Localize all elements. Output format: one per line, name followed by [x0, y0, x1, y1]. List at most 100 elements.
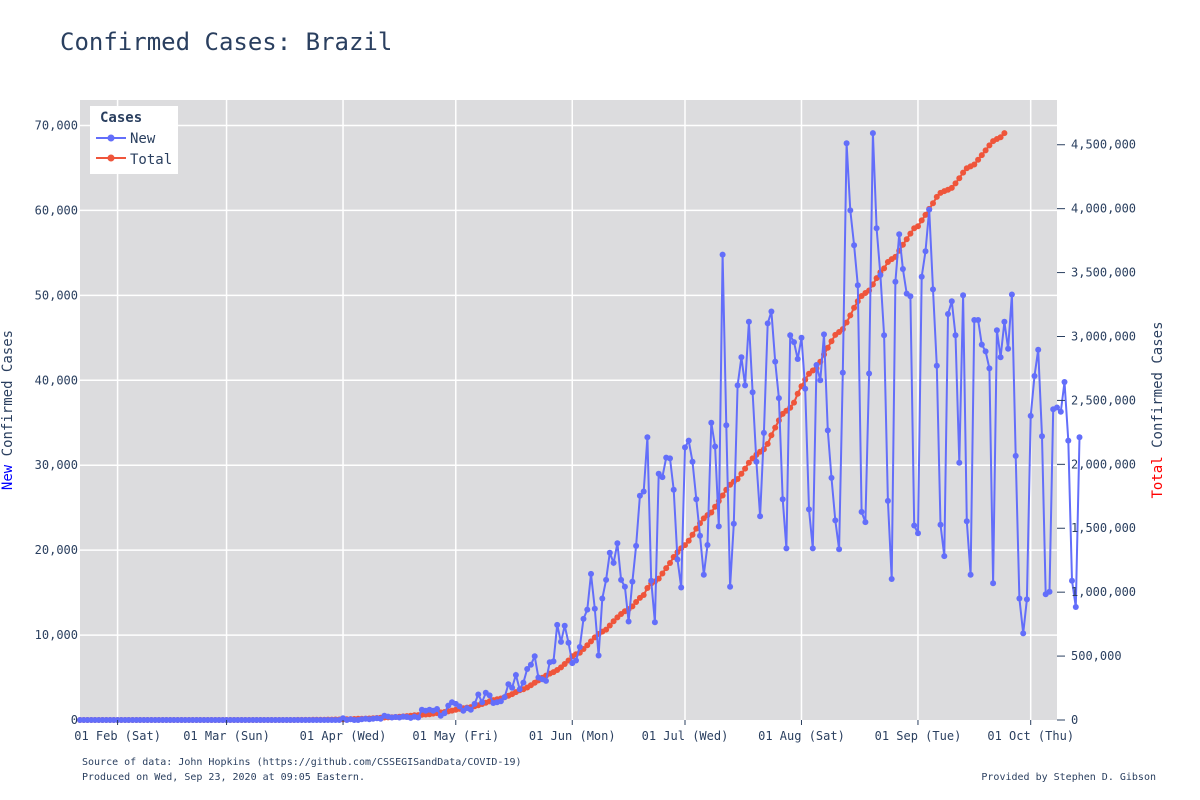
- total-data-point: [772, 424, 779, 431]
- y-right-title-word: Total: [1150, 456, 1166, 498]
- new-data-point: [779, 496, 786, 503]
- new-data-point: [794, 356, 801, 362]
- total-data-point: [851, 304, 858, 311]
- x-tick-label: 01 Apr (Wed): [300, 729, 387, 743]
- y-right-tick-label: 1,000,000: [1071, 585, 1136, 599]
- new-data-point: [697, 532, 703, 539]
- x-tick-label: 01 Jun (Mon): [529, 729, 616, 743]
- chart-title: Confirmed Cases: Brazil: [60, 28, 392, 56]
- new-data-point: [674, 556, 681, 563]
- new-data-point: [787, 332, 794, 339]
- new-data-point: [806, 506, 812, 513]
- legend-item-new[interactable]: New: [96, 131, 156, 147]
- y-right-axis-title: Total Confirmed Cases: [1150, 321, 1166, 498]
- new-data-point: [978, 341, 985, 348]
- new-data-point: [479, 699, 486, 706]
- new-data-point: [952, 332, 959, 339]
- y-right-tick-label: 1,500,000: [1071, 521, 1136, 535]
- total-data-point: [742, 465, 749, 472]
- new-data-point: [509, 684, 516, 691]
- total-data-point: [610, 618, 617, 625]
- new-data-point: [843, 140, 850, 147]
- total-data-point: [843, 319, 850, 326]
- new-data-point: [760, 429, 767, 436]
- new-data-point: [415, 714, 422, 721]
- new-data-point: [749, 389, 756, 396]
- new-data-point: [1054, 404, 1060, 411]
- new-data-point: [967, 571, 974, 578]
- new-data-point: [678, 584, 685, 591]
- new-data-point: [565, 639, 572, 646]
- new-data-point: [554, 621, 561, 628]
- total-data-point: [986, 142, 993, 149]
- new-data-point: [738, 354, 745, 361]
- new-data-point: [742, 382, 749, 389]
- new-data-point: [475, 691, 482, 698]
- new-data-point: [497, 698, 504, 705]
- new-data-point: [873, 225, 880, 232]
- legend-title: Cases: [100, 110, 142, 126]
- new-data-point: [817, 377, 824, 384]
- new-data-point: [614, 540, 621, 547]
- y-left-title-word: New: [0, 464, 16, 490]
- new-data-point: [621, 583, 628, 590]
- total-data-point: [693, 525, 700, 532]
- total-data-point: [903, 236, 910, 243]
- new-data-point: [527, 661, 534, 668]
- total-data-point: [764, 440, 771, 447]
- total-data-point: [933, 193, 940, 200]
- legend-item-total[interactable]: Total: [96, 152, 172, 168]
- total-data-point: [915, 223, 921, 230]
- new-data-point: [625, 618, 632, 625]
- footer-credit: Provided by Stephen D. Gibson: [981, 772, 1156, 783]
- new-data-point: [543, 677, 549, 684]
- new-data-point: [888, 576, 895, 582]
- legend-new-label: New: [130, 131, 156, 147]
- y-left-axis-title: New Confirmed Cases: [0, 330, 16, 490]
- new-data-point: [558, 638, 564, 645]
- y-left-tick-label: 50,000: [35, 288, 78, 302]
- new-data-point: [821, 331, 827, 338]
- new-data-point: [877, 272, 884, 278]
- new-data-point: [734, 382, 741, 389]
- new-data-point: [723, 422, 730, 429]
- new-data-point: [524, 666, 531, 672]
- y-left-tick-label: 40,000: [35, 373, 78, 387]
- new-data-point: [745, 318, 752, 325]
- new-data-point: [606, 549, 613, 556]
- new-data-point: [730, 520, 737, 527]
- footer-source: Source of data: John Hopkins (https://gi…: [82, 757, 522, 768]
- new-data-point: [1027, 412, 1034, 419]
- new-data-point: [1057, 408, 1064, 415]
- new-data-point: [945, 311, 951, 317]
- new-data-point: [937, 521, 944, 528]
- new-data-point: [922, 248, 929, 255]
- new-data-point: [1008, 291, 1015, 298]
- new-data-point: [956, 459, 963, 466]
- total-data-point: [918, 217, 925, 224]
- new-data-point: [595, 652, 602, 659]
- new-data-point: [467, 706, 474, 713]
- new-data-point: [854, 282, 861, 289]
- new-data-point: [1061, 379, 1068, 385]
- new-data-point: [892, 278, 899, 285]
- new-data-point: [712, 443, 719, 450]
- total-data-point: [971, 161, 978, 168]
- new-data-point: [783, 545, 790, 552]
- new-data-point: [809, 545, 816, 552]
- y-left-tick-label: 30,000: [35, 458, 78, 472]
- y-right-tick-label: 2,000,000: [1071, 457, 1136, 471]
- new-data-point: [990, 580, 997, 587]
- new-data-point: [520, 679, 527, 686]
- total-data-point: [982, 147, 989, 154]
- new-data-point: [881, 332, 888, 339]
- footer-produced: Produced on Wed, Sep 23, 2020 at 09:05 E…: [82, 772, 365, 783]
- y-right-tick-label: 4,500,000: [1071, 138, 1136, 152]
- legend-new-marker: [107, 134, 115, 142]
- new-data-point: [501, 694, 508, 701]
- new-data-point: [1046, 588, 1053, 595]
- new-data-point: [960, 292, 967, 299]
- new-data-point: [550, 658, 557, 665]
- new-data-point: [1072, 604, 1079, 610]
